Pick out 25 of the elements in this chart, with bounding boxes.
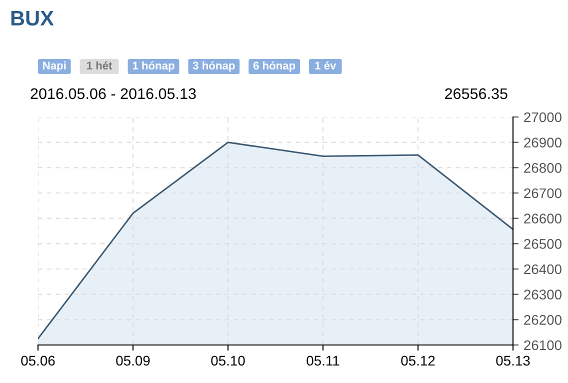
text: 1 hét — [87, 61, 112, 70]
text: 1 év — [315, 61, 336, 70]
text: 26556.35 — [445, 88, 508, 100]
y-tick-label: 26200 — [524, 315, 562, 325]
y-tick-label: 26500 — [524, 239, 562, 249]
x-tick-label: 05.11 — [306, 356, 340, 366]
y-tick-label: 26700 — [524, 188, 562, 198]
y-tick-label: 26300 — [524, 290, 562, 300]
text: Napi — [43, 61, 66, 72]
text: 1 hónap — [132, 61, 174, 72]
x-tick-label: 05.09 — [116, 356, 150, 366]
y-tick-label: 26100 — [524, 340, 562, 350]
x-tick-label: 05.13 — [496, 356, 530, 366]
y-tick-label: 27000 — [524, 112, 562, 122]
y-tick-label: 26400 — [524, 264, 562, 274]
y-tick-label: 26600 — [524, 214, 562, 224]
y-tick-label: 26800 — [524, 163, 562, 173]
text: 3 hónap — [192, 61, 235, 72]
text: 6 hónap — [253, 61, 296, 72]
x-tick-label: 05.06 — [21, 356, 55, 366]
chart-title: BUX — [11, 11, 54, 26]
chart-subtitle: 2016.05.06 - 2016.05.13 — [30, 88, 196, 100]
x-tick-label: 05.12 — [401, 356, 435, 366]
x-tick-label: 05.10 — [211, 356, 245, 366]
y-tick-label: 26900 — [524, 138, 562, 148]
